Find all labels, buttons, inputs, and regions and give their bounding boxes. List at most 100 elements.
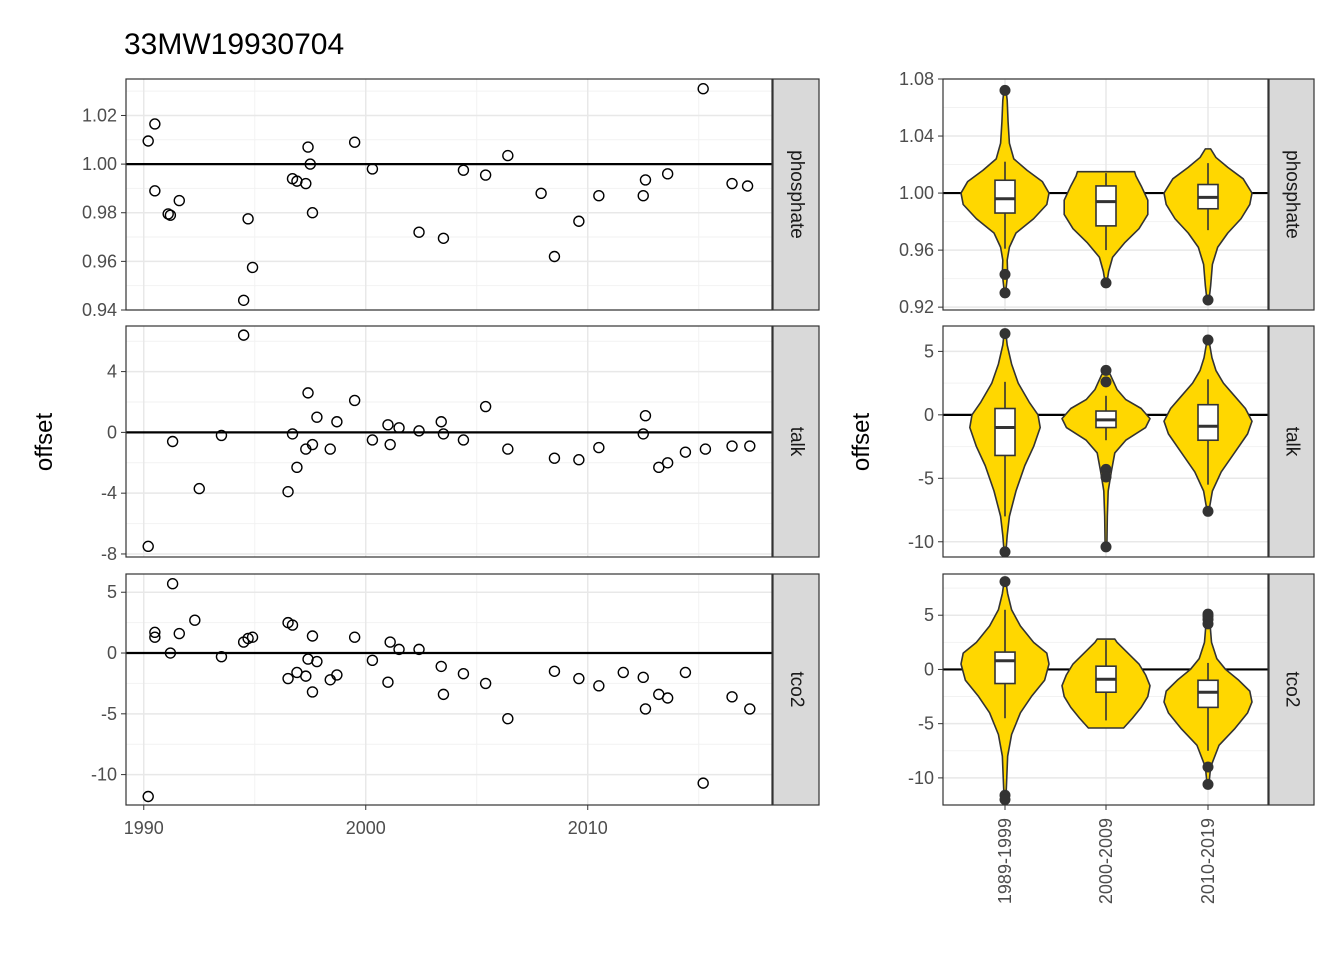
- data-point: [348, 394, 361, 407]
- y-tick-label: 0: [107, 422, 117, 442]
- data-point: [637, 428, 649, 440]
- data-point: [726, 177, 738, 190]
- chart-title: 33MW19930704: [124, 28, 344, 61]
- y-tick-label: 5: [924, 605, 934, 625]
- data-point: [437, 428, 450, 440]
- data-point: [149, 118, 161, 130]
- data-point: [413, 226, 425, 238]
- data-point: [393, 422, 405, 434]
- outlier-point: [1100, 541, 1112, 553]
- data-point: [661, 457, 674, 469]
- data-point: [384, 438, 396, 451]
- data-point: [149, 631, 161, 643]
- outlier-point: [1100, 277, 1112, 289]
- data-point: [193, 482, 205, 495]
- data-point: [164, 647, 177, 659]
- facet-label: talk: [1281, 427, 1302, 457]
- data-point: [149, 626, 161, 639]
- x-tick-label: 2000-2009: [1096, 818, 1116, 904]
- facet-strip: [1268, 325, 1315, 558]
- data-point: [348, 631, 361, 643]
- data-point: [242, 632, 254, 645]
- x-tick-label: 1989-1999: [995, 818, 1015, 904]
- y-tick-label: 1.02: [82, 105, 117, 125]
- data-point: [242, 213, 254, 225]
- data-point: [573, 672, 585, 685]
- data-point: [639, 409, 652, 422]
- data-point: [502, 443, 514, 455]
- y-tick-label: 1.00: [899, 183, 934, 203]
- box: [994, 651, 1016, 685]
- data-point: [366, 434, 379, 446]
- data-point: [413, 643, 425, 656]
- data-point: [286, 619, 299, 631]
- box: [1095, 185, 1117, 227]
- panel-background: [126, 574, 772, 805]
- data-point: [679, 666, 692, 679]
- y-axis-label: offset: [31, 413, 58, 472]
- data-point: [479, 677, 492, 690]
- outlier-point: [999, 546, 1011, 558]
- data-point: [502, 149, 514, 162]
- y-tick-label: -10: [91, 765, 117, 785]
- data-point: [393, 643, 405, 656]
- data-point: [593, 190, 605, 202]
- data-point: [479, 400, 492, 413]
- outlier-point: [1202, 778, 1214, 790]
- data-point: [302, 387, 314, 399]
- outlier-point: [999, 84, 1011, 96]
- data-point: [382, 419, 394, 431]
- data-point: [306, 207, 319, 219]
- data-point: [617, 666, 629, 679]
- data-point: [311, 655, 323, 668]
- data-point: [548, 250, 561, 263]
- data-point: [593, 441, 605, 454]
- data-point: [639, 703, 652, 715]
- facet-label: phosphate: [786, 150, 807, 239]
- y-tick-label: -5: [101, 704, 117, 724]
- y-tick-label: -4: [101, 483, 117, 503]
- data-point: [173, 627, 185, 640]
- data-point: [573, 215, 585, 227]
- box: [1197, 679, 1219, 709]
- y-tick-label: 1.00: [82, 154, 117, 174]
- data-point: [457, 667, 470, 680]
- data-point: [142, 135, 154, 147]
- panel-background: [126, 79, 772, 310]
- y-tick-label: 1.04: [899, 126, 934, 146]
- facet-label: tco2: [786, 672, 807, 708]
- data-point: [457, 434, 470, 446]
- data-point: [237, 329, 250, 341]
- outlier-point: [1202, 761, 1214, 773]
- facet-label: tco2: [1281, 672, 1302, 708]
- data-point: [166, 435, 179, 448]
- data-point: [300, 670, 312, 682]
- data-point: [366, 654, 379, 667]
- x-tick-label: 1990: [124, 818, 164, 838]
- data-point: [142, 790, 154, 803]
- facet-strip: [772, 573, 820, 806]
- data-point: [744, 440, 756, 452]
- panel-border: [942, 325, 1269, 558]
- data-point: [479, 169, 492, 181]
- data-point: [744, 703, 756, 715]
- data-point: [246, 261, 259, 274]
- data-point: [246, 631, 259, 643]
- y-tick-label: -5: [918, 714, 934, 734]
- data-point: [437, 688, 450, 701]
- outlier-point: [1100, 376, 1112, 388]
- data-point: [639, 174, 652, 186]
- data-point: [189, 614, 201, 626]
- data-point: [331, 416, 343, 428]
- data-point: [366, 163, 379, 175]
- outlier-point: [1100, 471, 1112, 483]
- data-point: [324, 443, 336, 455]
- data-point: [741, 180, 754, 192]
- y-tick-label: 0: [107, 643, 117, 663]
- data-point: [291, 461, 303, 474]
- facet-label: phosphate: [1281, 150, 1302, 239]
- data-point: [302, 141, 314, 153]
- data-point: [215, 650, 228, 663]
- data-point: [282, 485, 294, 498]
- outlier-point: [1202, 294, 1214, 306]
